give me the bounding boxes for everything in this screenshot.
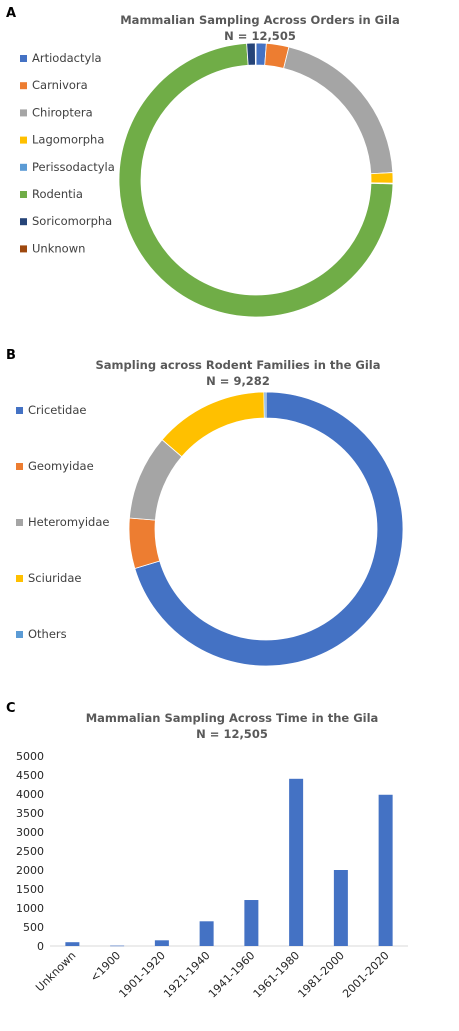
legend-label-heteromyidae: Heteromyidae	[28, 515, 109, 529]
chart-subtitle: N = 12,505	[196, 727, 268, 741]
x-tick-label: Unknown	[33, 949, 78, 994]
donut-chart	[118, 42, 394, 318]
y-tick-label: 5000	[16, 750, 44, 763]
panel-b: B Sampling across Rodent Families in the…	[6, 348, 404, 667]
donut-slice-unknown	[254, 42, 257, 66]
legend-swatch-lagomorpha	[20, 136, 27, 144]
donut-slice-rodentia	[118, 42, 394, 318]
x-tick-label: 2001-2020	[340, 949, 392, 1001]
legend-swatch-chiroptera	[20, 109, 27, 117]
x-tick-label: 1921-1940	[161, 949, 213, 1001]
chart-title: Sampling across Rodent Families in the G…	[96, 358, 381, 372]
panel-c: C Mammalian Sampling Across Time in the …	[6, 701, 408, 1001]
x-tick-label: 1941-1960	[206, 949, 258, 1001]
y-tick-label: 4000	[16, 788, 44, 801]
legend-label-unknown: Unknown	[32, 241, 85, 255]
y-tick-label: 1000	[16, 902, 44, 915]
bar-1901-1920	[154, 940, 169, 946]
y-tick-label: 4500	[16, 769, 44, 782]
legend-label-lagomorpha: Lagomorpha	[32, 133, 104, 147]
donut-slice-geomyidae	[128, 517, 161, 569]
donut-chart	[128, 391, 404, 667]
chart-title: Mammalian Sampling Across Time in the Gi…	[86, 711, 379, 725]
donut-slice-cricetidae	[134, 391, 404, 667]
legend-swatch-soricomorpha	[20, 218, 27, 226]
legend-swatch-perissodactyla	[20, 163, 27, 171]
donut-slice-heteromyidae	[129, 439, 183, 521]
donut-slice-soricomorpha	[246, 42, 256, 66]
legend-label-perissodactyla: Perissodactyla	[32, 160, 115, 174]
y-tick-label: 2000	[16, 864, 44, 877]
donut-slice-chiroptera	[283, 46, 394, 175]
legend-label-chiroptera: Chiroptera	[32, 105, 93, 119]
chart-subtitle: N = 12,505	[224, 29, 296, 43]
chart-subtitle: N = 9,282	[206, 374, 270, 388]
bar-2001-2020	[378, 794, 393, 946]
legend: Cricetidae Geomyidae Heteromyidae Sciuridae…	[16, 403, 109, 641]
legend-swatch-cricetidae	[16, 407, 23, 414]
chart-title: Mammalian Sampling Across Orders in Gila	[120, 13, 400, 27]
legend-label-sciuridae: Sciuridae	[28, 571, 81, 585]
x-tick-label: 1901-1920	[116, 949, 168, 1001]
legend-swatch-sciuridae	[16, 575, 23, 582]
legend-swatch-artiodactyla	[20, 55, 27, 62]
bar-1941-1960	[244, 900, 259, 946]
legend-swatch-unknown	[20, 245, 27, 253]
donut-slice-sciuridae	[161, 391, 265, 458]
x-tick-label: 1961-1980	[251, 949, 303, 1001]
legend-label-artiodactyla: Artiodactyla	[32, 51, 102, 65]
donut-slice-lagomorpha	[370, 172, 394, 184]
x-tick-label: <1900	[88, 949, 124, 985]
legend-swatch-geomyidae	[16, 463, 23, 470]
y-tick-label: 3000	[16, 826, 44, 839]
bar-1921-1940	[199, 921, 214, 946]
legend-label-soricomorpha: Soricomorpha	[32, 214, 112, 228]
legend: Artiodactyla Carnivora Chiroptera Lagomorph…	[20, 51, 115, 255]
donut-slice-others	[263, 391, 267, 419]
y-tick-label: 1500	[16, 883, 44, 896]
bar-1900	[110, 945, 125, 947]
y-tick-label: 3500	[16, 807, 44, 820]
legend-label-cricetidae: Cricetidae	[28, 403, 86, 417]
legend-swatch-others	[16, 631, 23, 638]
bar-unknown	[65, 942, 80, 946]
legend-label-carnivora: Carnivora	[32, 78, 88, 92]
y-tick-label: 2500	[16, 845, 44, 858]
legend-label-geomyidae: Geomyidae	[28, 459, 94, 473]
panel-a: A Mammalian Sampling Across Orders in Gi…	[6, 6, 400, 318]
y-tick-label: 0	[37, 940, 44, 953]
legend-swatch-carnivora	[20, 82, 27, 90]
panel-letter: B	[6, 348, 16, 363]
bar-1981-2000	[333, 870, 348, 946]
bar-1961-1980	[289, 778, 304, 946]
legend-label-others: Others	[28, 627, 67, 641]
legend-swatch-rodentia	[20, 191, 27, 198]
panel-letter: A	[6, 6, 16, 21]
legend-label-rodentia: Rodentia	[32, 187, 83, 201]
legend-swatch-heteromyidae	[16, 519, 23, 526]
y-tick-label: 500	[23, 921, 44, 934]
bar-chart: 0 500 1000 1500 2000 2500 3000 3500 4000 4500 5000…	[16, 750, 408, 1001]
x-tick-label: 1981-2000	[295, 949, 347, 1001]
panel-letter: C	[6, 701, 16, 716]
